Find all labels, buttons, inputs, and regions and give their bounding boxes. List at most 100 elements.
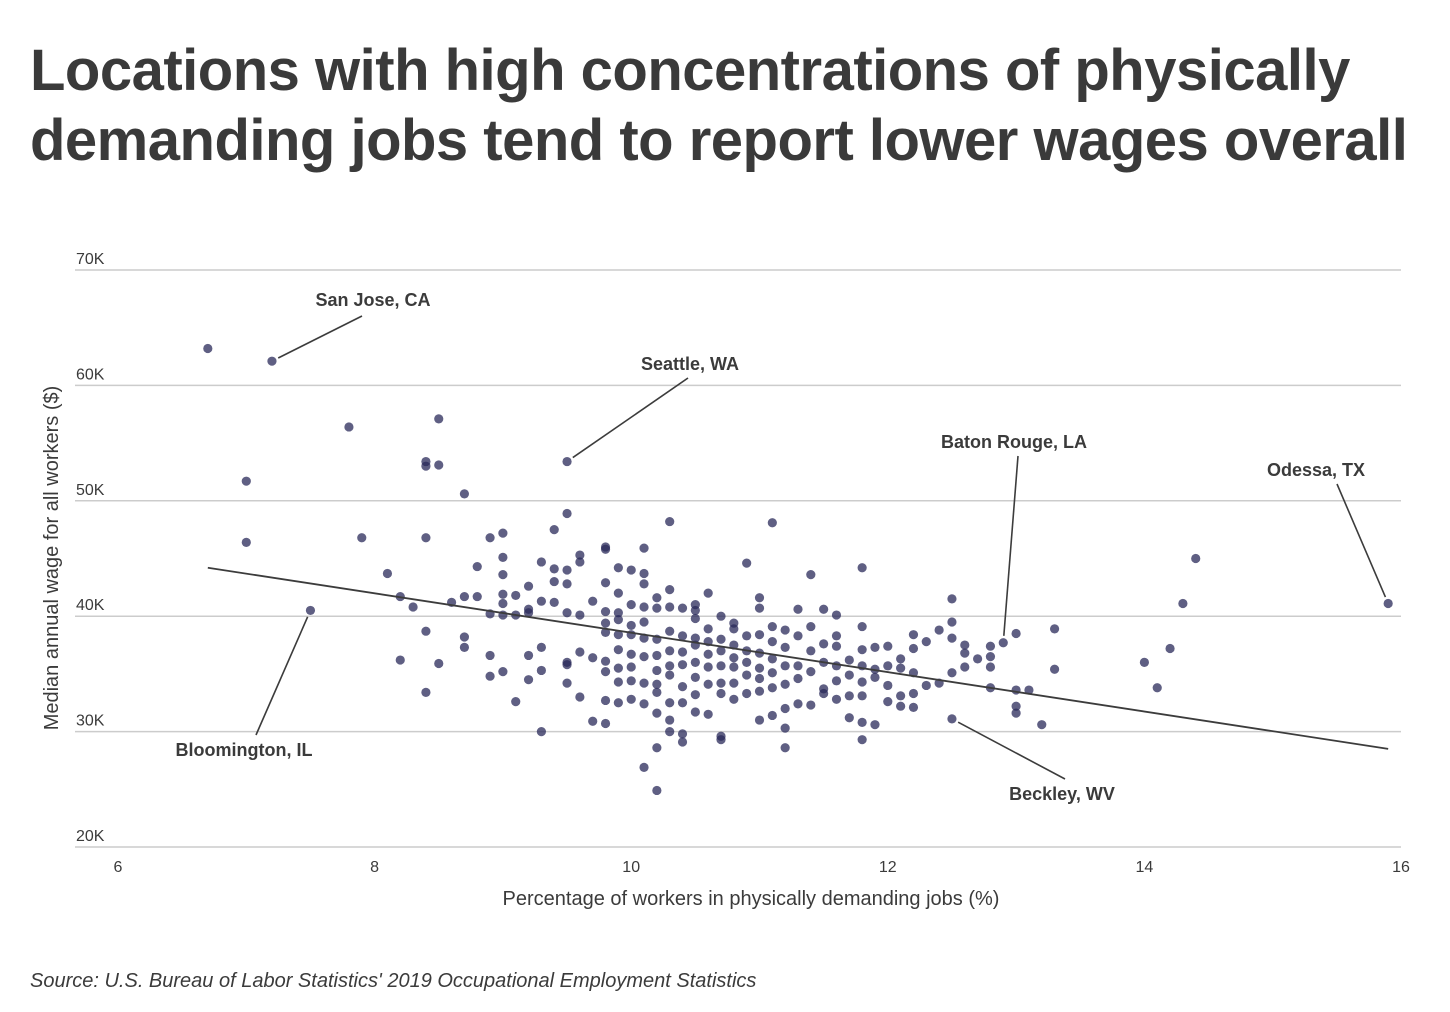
data-point	[652, 785, 662, 796]
data-point	[857, 691, 867, 701]
data-point	[857, 717, 867, 727]
data-point	[703, 679, 713, 689]
data-point	[1383, 598, 1393, 609]
data-point	[665, 698, 675, 708]
data-point	[652, 603, 662, 613]
data-point	[639, 568, 649, 579]
data-point	[896, 701, 906, 711]
data-point	[626, 649, 636, 659]
data-point	[985, 662, 996, 672]
data-point	[883, 661, 893, 671]
data-point	[729, 624, 739, 634]
data-point	[600, 695, 611, 706]
data-point	[806, 570, 816, 580]
data-point	[600, 656, 611, 666]
data-point	[690, 605, 700, 616]
data-point	[549, 576, 559, 587]
data-point	[793, 631, 803, 641]
annotations: San Jose, CA Seattle, WA Baton Rouge, LA Od…	[176, 290, 1387, 804]
annotation-leader-san-jose-ca	[277, 315, 363, 359]
data-point	[767, 683, 777, 693]
data-point	[241, 476, 251, 486]
data-point	[857, 735, 867, 745]
data-point	[613, 645, 623, 655]
data-point	[305, 605, 316, 616]
data-point	[780, 723, 790, 733]
chart-title-line-1: Locations with high concentrations of ph…	[30, 38, 1350, 103]
data-point	[729, 662, 739, 672]
data-point	[908, 643, 919, 654]
x-axis-tick-labels: 6 8 10 12 14 16	[114, 859, 1410, 876]
data-point	[588, 596, 598, 606]
data-point	[382, 568, 393, 579]
data-point	[421, 687, 431, 697]
data-point	[806, 646, 816, 656]
data-point	[652, 687, 662, 697]
annotation-label-baton-rouge-la: Baton Rouge, LA	[941, 432, 1087, 452]
data-point	[1191, 553, 1201, 564]
data-point	[754, 663, 765, 673]
data-point	[626, 662, 636, 672]
data-point	[716, 688, 726, 699]
data-point	[742, 631, 752, 641]
data-point	[613, 563, 623, 573]
data-point	[357, 533, 367, 543]
data-point	[626, 565, 636, 575]
data-point	[652, 708, 662, 718]
x-tick-label: 12	[879, 859, 897, 876]
trendline-line	[207, 566, 1389, 750]
data-point	[626, 600, 636, 610]
trendline	[207, 566, 1389, 750]
data-point	[690, 690, 700, 700]
data-point	[677, 698, 688, 708]
data-point	[677, 631, 688, 641]
data-point	[408, 602, 418, 612]
data-point	[780, 703, 790, 714]
data-point	[908, 688, 919, 699]
data-point	[896, 691, 906, 701]
data-point	[831, 631, 842, 641]
data-point	[588, 716, 598, 726]
data-point	[421, 626, 431, 636]
data-point	[395, 655, 405, 665]
annotation-leader-odessa-tx	[1336, 483, 1387, 598]
data-point	[793, 604, 803, 614]
data-point	[600, 618, 611, 628]
x-tick-label: 16	[1392, 859, 1410, 876]
data-point	[639, 579, 649, 589]
data-point	[742, 688, 752, 699]
data-point	[613, 615, 623, 625]
data-point	[960, 640, 970, 650]
data-point	[780, 679, 790, 689]
data-point	[1049, 624, 1060, 634]
data-point	[793, 699, 803, 709]
data-point	[690, 672, 700, 682]
y-tick-label: 30K	[76, 713, 105, 730]
data-point	[1037, 720, 1047, 730]
data-point	[434, 658, 444, 669]
data-point	[883, 696, 893, 707]
data-point	[767, 621, 777, 632]
data-point	[639, 651, 649, 662]
data-point	[729, 694, 739, 704]
data-point	[472, 561, 482, 572]
data-point	[459, 591, 470, 602]
data-point	[793, 661, 803, 671]
data-point	[613, 677, 623, 687]
grid-lines	[75, 269, 1401, 848]
data-point	[665, 602, 675, 612]
data-point	[665, 516, 675, 527]
data-point	[921, 680, 931, 691]
data-point	[947, 594, 957, 604]
data-point	[549, 525, 559, 535]
data-point	[652, 593, 662, 603]
data-point	[459, 642, 470, 652]
data-point	[344, 422, 354, 432]
data-point	[600, 544, 611, 554]
data-point	[947, 633, 957, 643]
data-point	[267, 356, 277, 366]
data-point	[459, 489, 470, 499]
data-point	[754, 686, 765, 696]
data-point	[831, 610, 842, 620]
data-point	[600, 718, 611, 729]
